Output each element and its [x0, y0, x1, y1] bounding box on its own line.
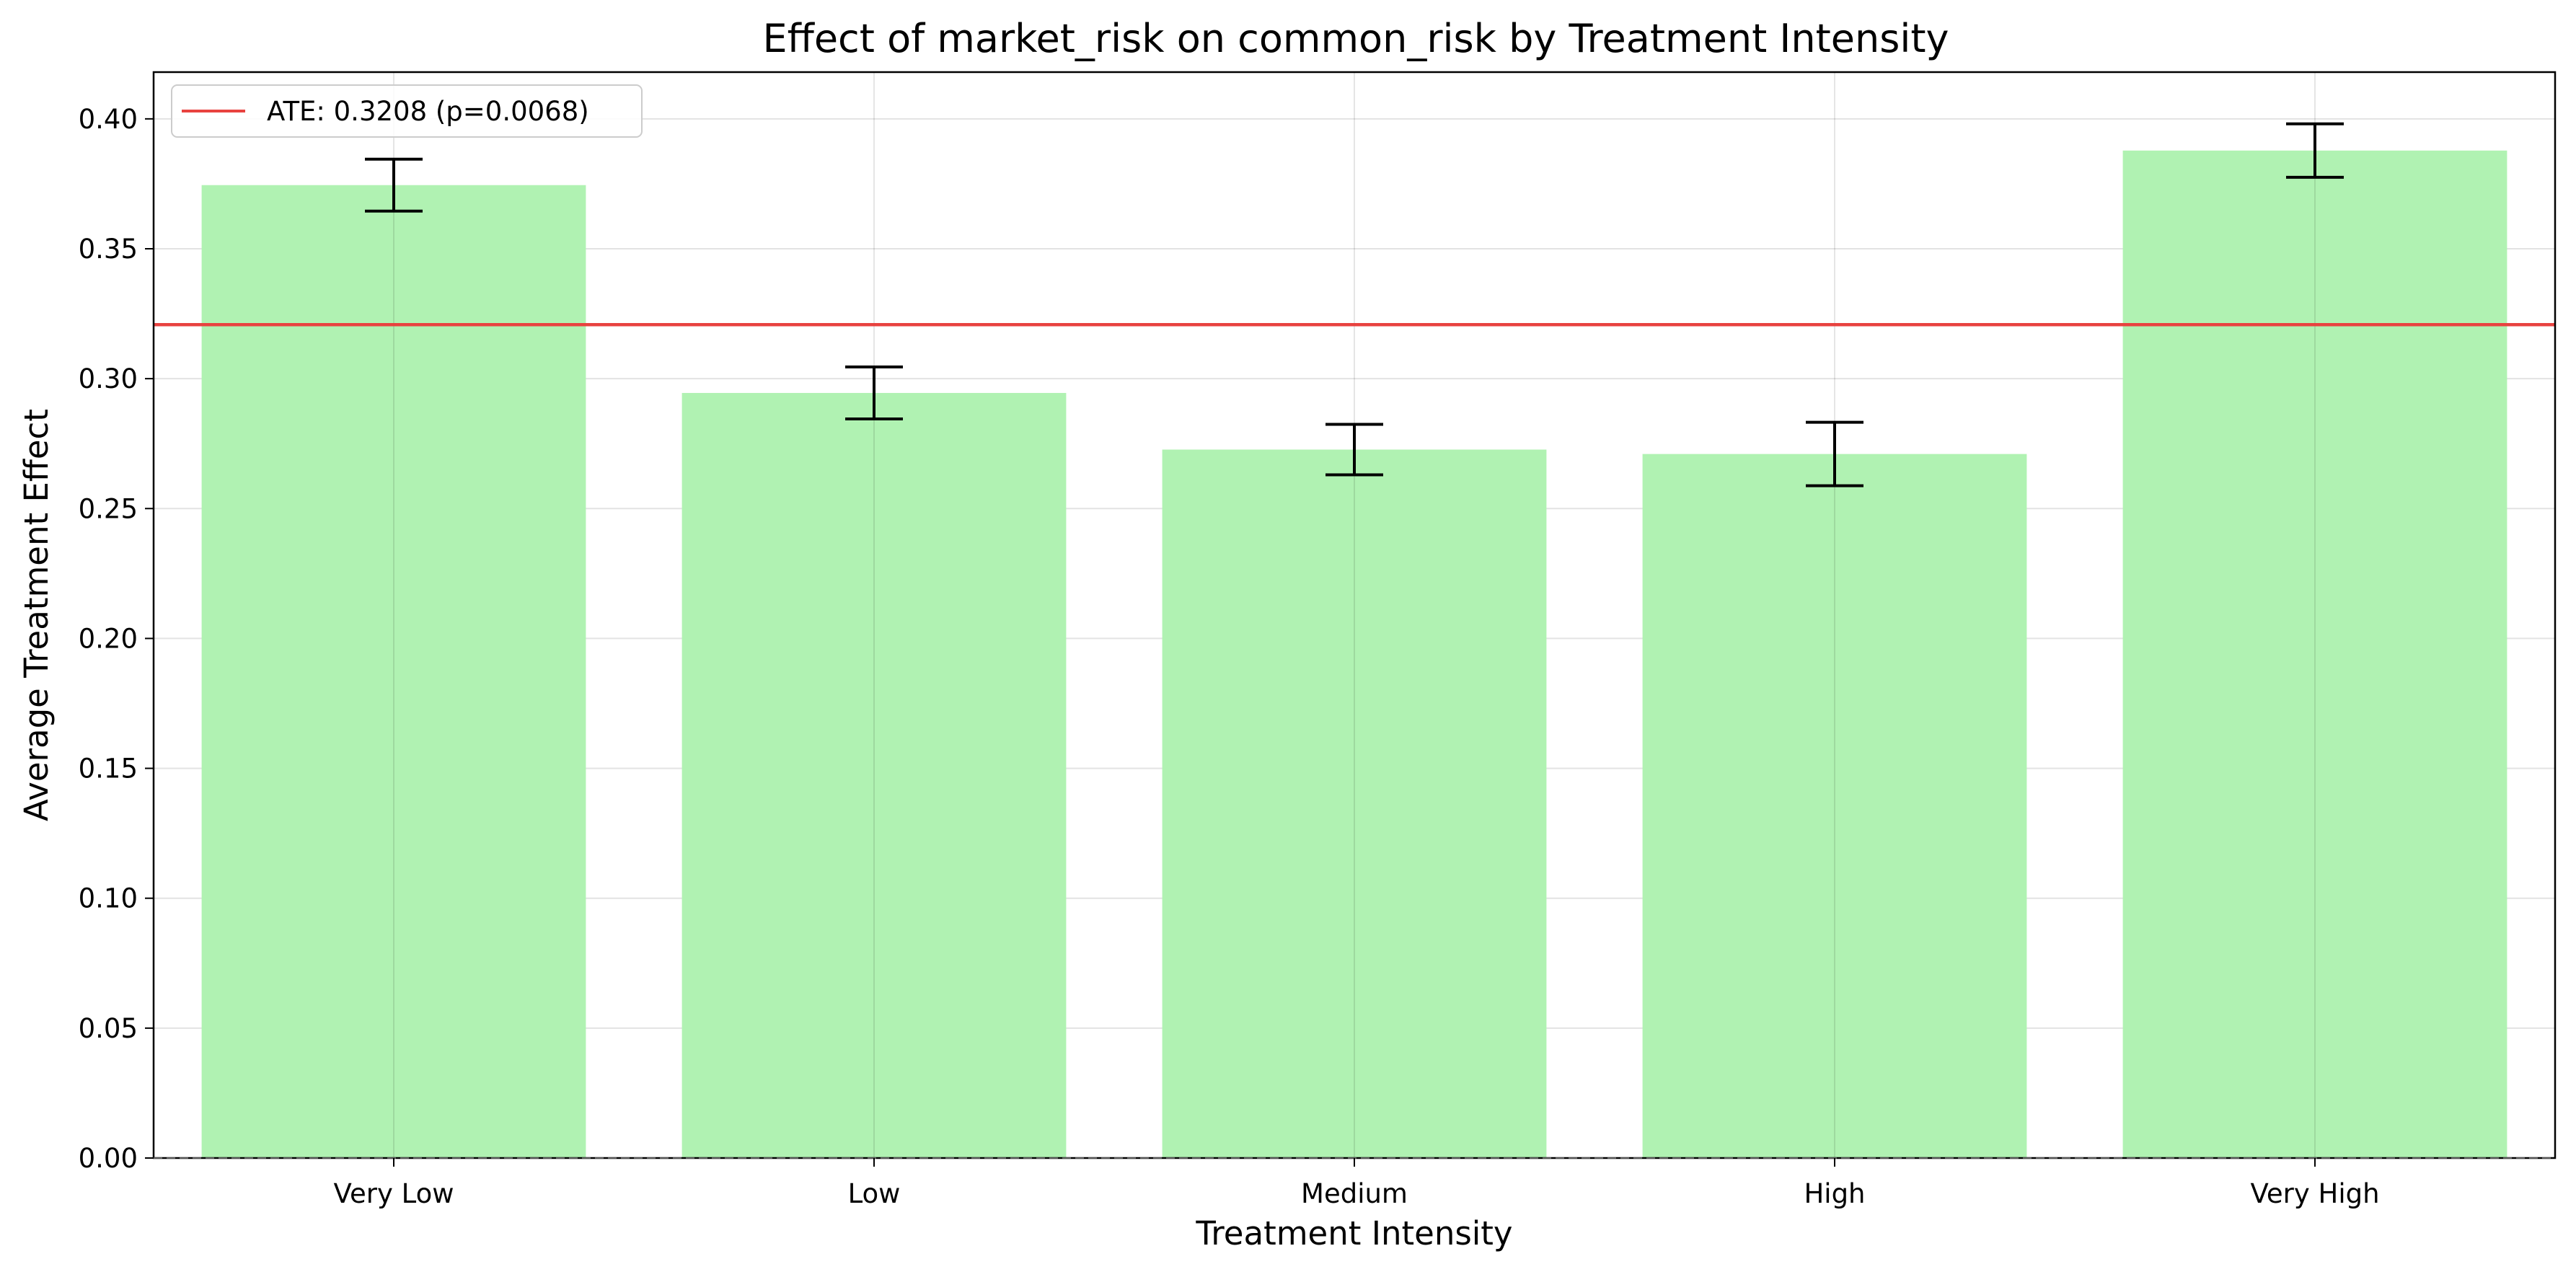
error-bars — [365, 122, 2344, 487]
y-tick-label: 0.35 — [79, 234, 138, 265]
x-grid-overlay — [393, 72, 2316, 1158]
x-tick-label: High — [1804, 1178, 1865, 1209]
bar — [1162, 449, 1547, 1158]
y-tick-label: 0.15 — [79, 754, 138, 785]
x-axis: Very Low Low Medium High Very High — [334, 1158, 2380, 1209]
y-tick-label: 0.00 — [79, 1143, 138, 1174]
x-tick-label: Very High — [2250, 1178, 2379, 1209]
y-tick-label: 0.30 — [79, 363, 138, 394]
x-axis-label: Treatment Intensity — [1195, 1214, 1512, 1252]
bar — [2122, 150, 2507, 1159]
chart-title: Effect of market_risk on common_risk by … — [763, 16, 1949, 61]
y-axis: 0.00 0.05 0.10 0.15 0.20 0.25 0.30 0.35 0.40 — [79, 104, 154, 1174]
y-axis-label: Average Treatment Effect — [17, 409, 56, 821]
y-tick-label: 0.25 — [79, 493, 138, 524]
y-tick-label: 0.05 — [79, 1013, 138, 1044]
bar — [1642, 454, 2027, 1158]
legend: ATE: 0.3208 (p=0.0068) — [171, 84, 643, 138]
x-tick-label: Very Low — [334, 1178, 454, 1209]
bar — [201, 185, 586, 1159]
x-tick-label: Medium — [1301, 1178, 1408, 1209]
bar — [682, 392, 1067, 1158]
x-tick-label: Low — [848, 1178, 901, 1209]
y-tick-label: 0.40 — [79, 104, 138, 135]
bars — [201, 150, 2507, 1159]
y-tick-label: 0.20 — [79, 623, 138, 654]
legend-box — [171, 84, 643, 138]
y-tick-label: 0.10 — [79, 883, 138, 914]
legend-label: ATE: 0.3208 (p=0.0068) — [267, 96, 589, 127]
